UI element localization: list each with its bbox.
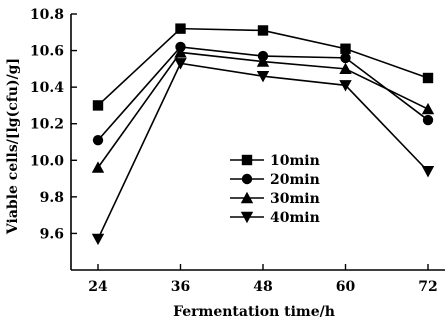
data-point [256, 70, 270, 83]
legend-item: 20min [230, 172, 320, 188]
axes [70, 14, 445, 271]
data-point [174, 58, 187, 70]
data-point [91, 161, 105, 173]
series [91, 23, 435, 246]
y-tick-label: 10.2 [30, 117, 64, 133]
x-axis-title: Fermentation time/h [173, 304, 335, 320]
x-tick-label: 48 [253, 279, 272, 295]
series-40min [91, 58, 435, 246]
legend-label: 20min [270, 172, 320, 188]
legend-item: 40min [230, 210, 320, 226]
ticks: 9.6 9.8 10.0 10.2 10.4 10.6 10.8 24 36 48 60 72 [30, 7, 438, 295]
x-tick-label: 60 [336, 279, 356, 295]
y-axis-title: Viable cells/[lg(cfu)/g] [5, 58, 21, 235]
series-line [97, 51, 429, 169]
data-point [257, 25, 269, 36]
legend-label: 40min [270, 210, 320, 226]
x-tick-label: 72 [418, 279, 437, 295]
legend-marker [241, 154, 253, 166]
data-point [422, 114, 434, 126]
data-point [92, 134, 104, 146]
series-line [97, 62, 429, 240]
data-point [340, 52, 351, 64]
x-tick-label: 24 [88, 279, 108, 295]
data-point [91, 233, 105, 246]
data-point [175, 23, 186, 34]
series-30min [91, 46, 435, 173]
legend-label: 30min [270, 191, 320, 207]
legend-marker [240, 191, 254, 204]
series-10min [92, 23, 434, 111]
data-point [256, 55, 270, 67]
y-tick-label: 9.8 [40, 190, 64, 206]
data-point [340, 43, 351, 54]
legend-item: 10min [230, 153, 320, 169]
data-point [421, 102, 435, 115]
x-tick-label: 36 [171, 279, 190, 295]
y-tick-label: 10.8 [30, 7, 64, 23]
legend-marker [240, 211, 254, 224]
data-point [421, 166, 435, 178]
data-point [339, 80, 352, 92]
legend: 10min 20min 30min 40min [230, 153, 320, 226]
y-tick-label: 10.0 [30, 153, 64, 169]
series-line [97, 27, 429, 107]
y-tick-label: 9.6 [40, 226, 64, 242]
legend-label: 10min [270, 153, 320, 169]
y-tick-label: 10.6 [30, 44, 64, 60]
legend-marker [241, 173, 253, 185]
data-point [422, 72, 434, 84]
data-point [174, 46, 187, 58]
legend-item: 30min [230, 191, 320, 207]
data-point [92, 100, 104, 111]
data-point [339, 62, 352, 75]
y-tick-label: 10.4 [30, 80, 64, 96]
